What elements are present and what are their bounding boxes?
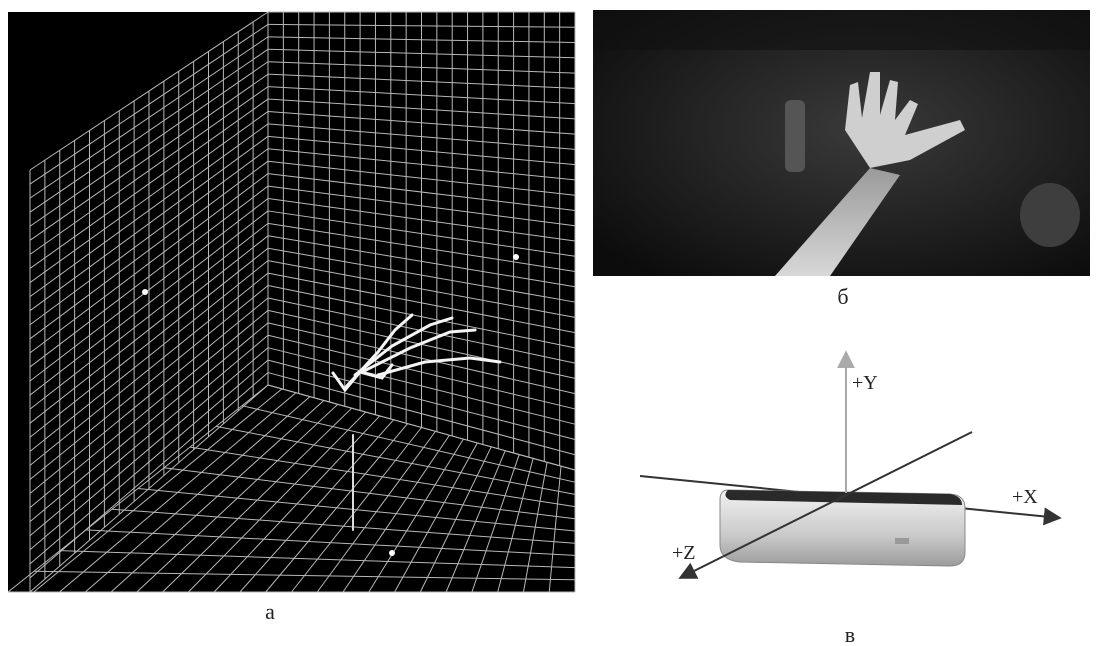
panel-label: в: [845, 622, 855, 646]
panel-a: а: [8, 12, 575, 624]
axis-label: +X: [1012, 486, 1038, 508]
axis-label: +Z: [672, 542, 696, 564]
panel-b: б: [593, 10, 1090, 309]
panel-c: +Y +X +Z в: [640, 352, 1060, 646]
panel-label: б: [837, 284, 848, 309]
figure: а б +Y +X +Z в: [0, 0, 1099, 646]
panel-label: а: [265, 599, 275, 624]
axis-label: +Y: [852, 372, 878, 394]
